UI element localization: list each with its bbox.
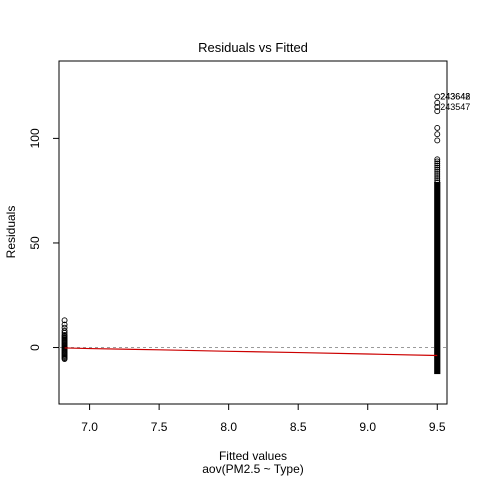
x-tick-label: 8.0 [220,420,237,434]
residual-point [61,321,68,328]
residual-point [434,170,441,177]
residual-point [434,164,441,171]
x-tick-label: 9.5 [429,420,446,434]
residual-point [434,179,441,186]
x-axis-label: Fitted values [219,449,287,463]
residual-point [61,317,68,324]
x-tick-label: 7.0 [81,420,98,434]
residual-point [434,173,441,179]
x-tick-label: 9.0 [359,420,376,434]
y-tick-label: 50 [28,236,42,250]
residual-point [434,160,441,167]
model-sublabel: aov(PM2.5 ~ Type) [202,462,304,476]
residual-point [434,99,441,106]
residual-point [434,137,441,144]
chart-title: Residuals vs Fitted [198,40,308,55]
residual-point [434,104,441,110]
outlier-label: 243642 [440,92,470,102]
residual-points [61,93,441,375]
residual-point [434,175,441,182]
residual-point [434,131,441,138]
residual-point [434,166,441,173]
dense-residual-band [434,181,441,375]
residual-point [434,93,441,100]
residual-point [434,168,441,175]
outlier-label: 243648 [440,92,470,102]
residual-point [434,162,441,169]
residual-point [434,158,441,165]
outlier-label: 243547 [440,102,470,112]
red-smoother-line [64,347,438,357]
y-tick-label: 0 [28,344,42,351]
y-axis-label: Residuals [4,206,18,259]
residual-point [61,332,68,338]
residual-point [61,327,68,334]
y-tick-label: 100 [28,128,42,148]
x-tick-label: 7.5 [151,420,168,434]
residual-point [61,324,68,331]
plot-frame [58,60,448,405]
residual-point [434,108,441,115]
residual-point [434,177,441,184]
x-axis: 7.0 7.5 8.0 8.5 9.0 9.5 [81,404,446,434]
x-tick-label: 8.5 [290,420,307,434]
residual-point [434,156,441,163]
y-axis: 0 50 100 [28,128,59,351]
residual-point [434,124,441,131]
